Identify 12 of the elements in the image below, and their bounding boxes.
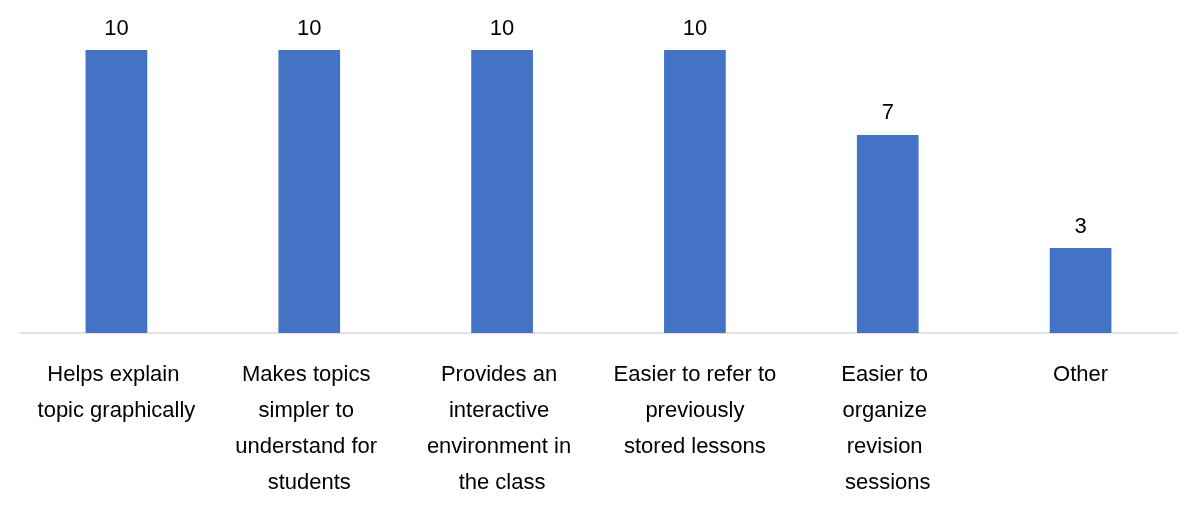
data-label: 10 [682,14,708,40]
x-tick-label: Makes topics simpler to understand for students [235,360,384,494]
x-tick-label: Other [1053,360,1109,386]
data-label: 3 [1074,212,1087,238]
data-label: 10 [489,14,515,40]
x-tick-label: Easier to refer to previously stored lessons [613,360,777,458]
x-tick-label: Easier to organize revision sessions [841,360,935,494]
data-label: 7 [881,99,894,125]
x-tick-label: Helps explain topic graphically [37,360,196,422]
data-label: 10 [297,14,322,40]
x-tick-label: Provides an interactive environment in the class [426,360,578,494]
data-label: 10 [104,14,129,40]
